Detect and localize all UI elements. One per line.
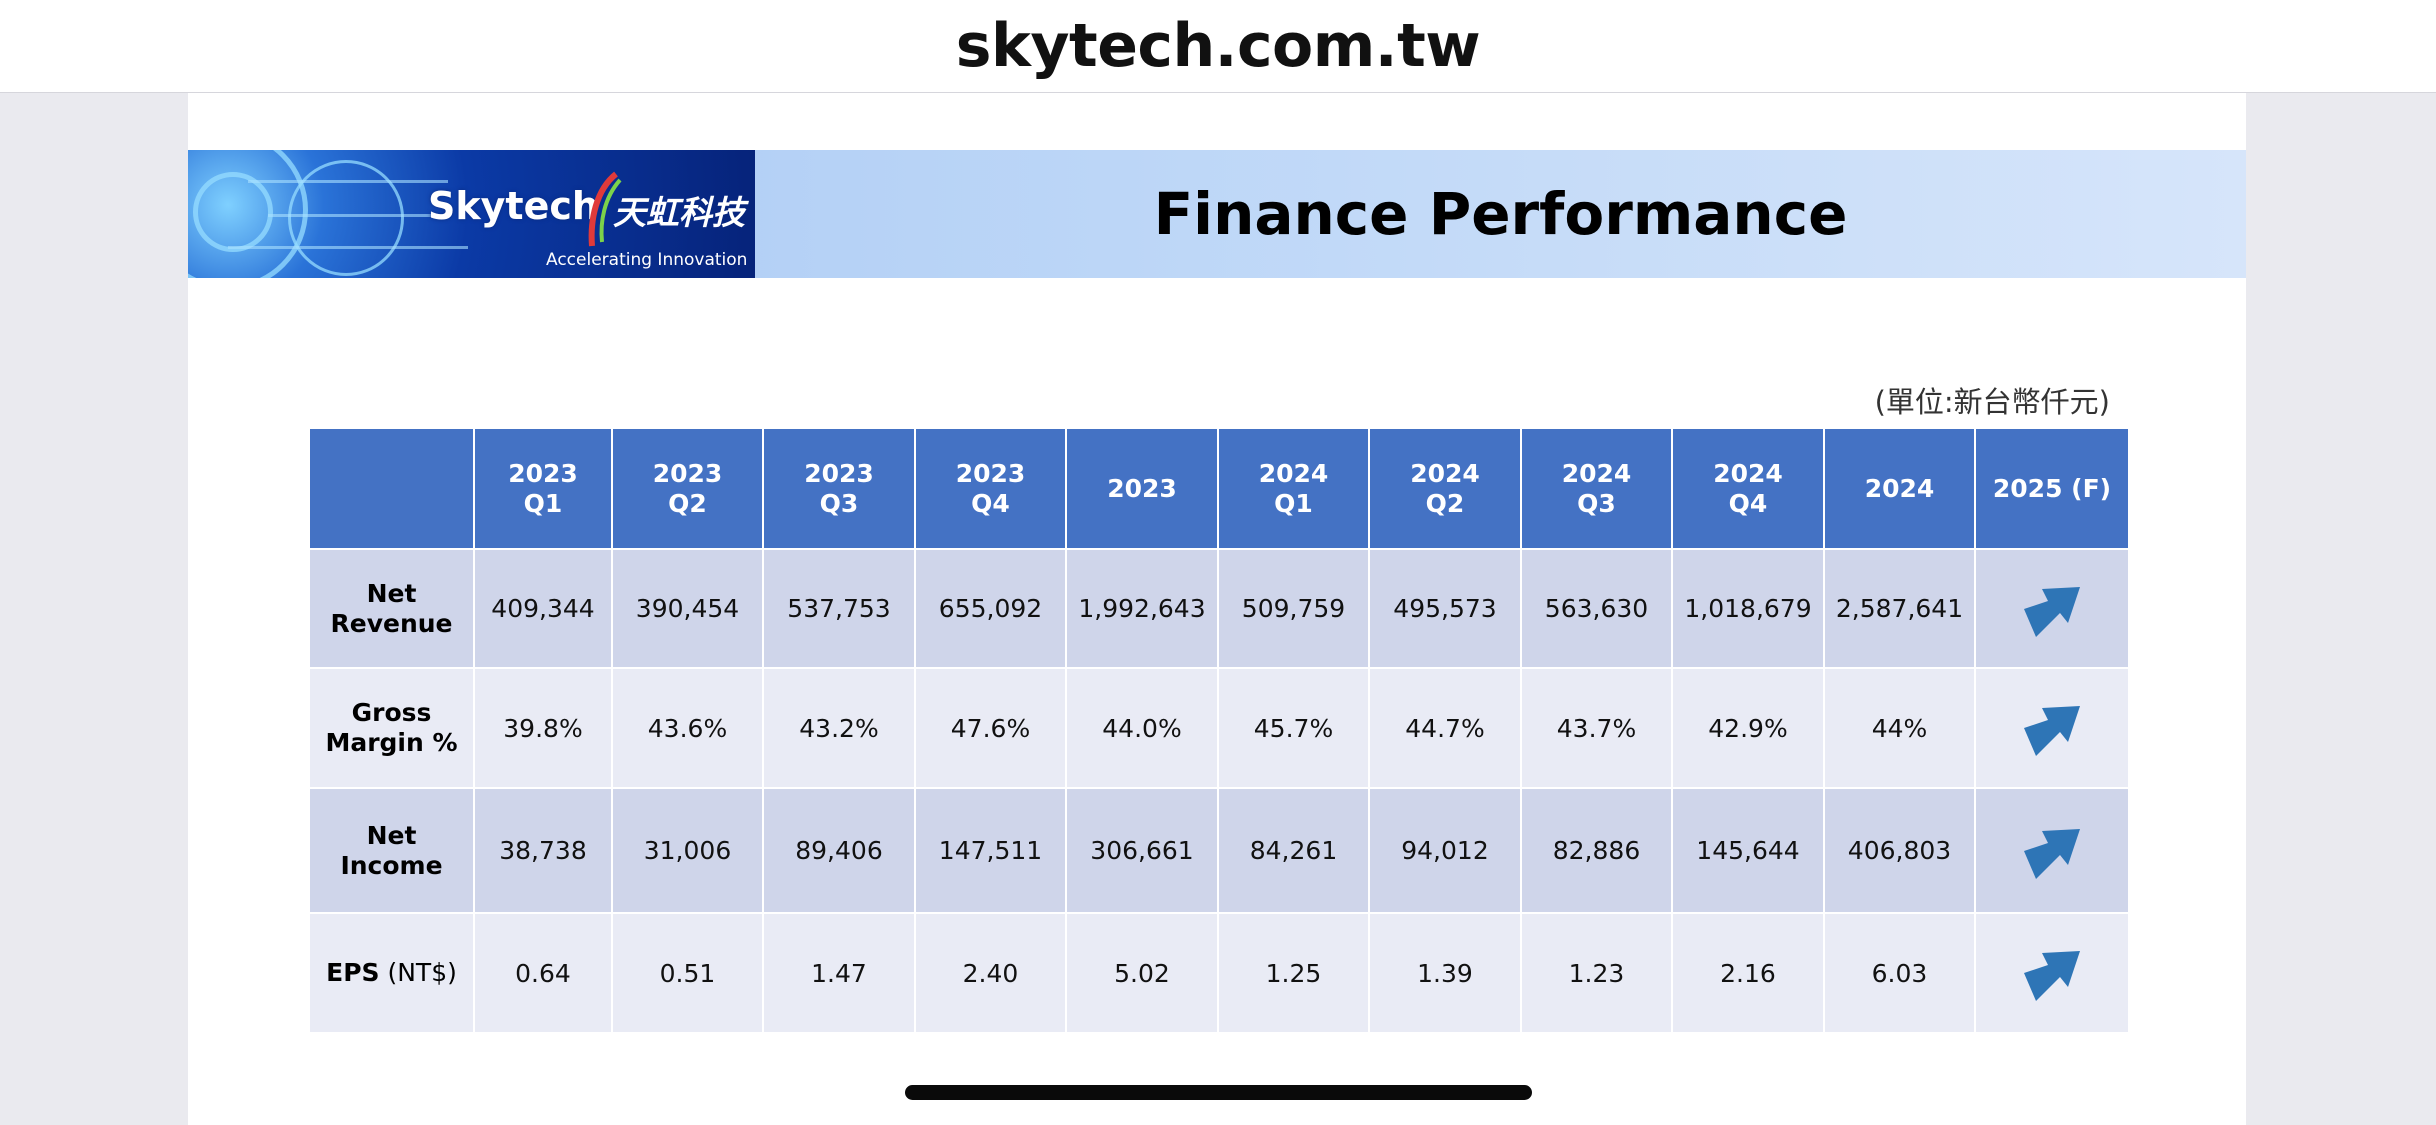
home-indicator[interactable] (905, 1085, 1532, 1100)
table-cell: 390,454 (611, 548, 764, 669)
slide-title: Finance Performance (1153, 180, 1848, 248)
table-cell: 655,092 (914, 548, 1067, 669)
table-cell: 2.16 (1671, 912, 1825, 1034)
table-cell: 89,406 (762, 787, 916, 914)
table-cell: 5.02 (1065, 912, 1219, 1034)
table-cell: 0.64 (473, 912, 613, 1034)
column-header: 2024 Q4 (1671, 427, 1825, 550)
logo-swoosh-icon (588, 171, 622, 247)
table-cell: 43.7% (1520, 667, 1673, 789)
table-header-row: 2023 Q1 2023 Q2 2023 Q3 2023 Q4 2023 2024 Q1 … (308, 427, 2130, 550)
forecast-cell (1974, 548, 2130, 669)
forecast-cell (1974, 667, 2130, 789)
table-cell: 1,018,679 (1671, 548, 1825, 669)
table-cell: 1.25 (1217, 912, 1370, 1034)
column-header: 2023 Q4 (914, 427, 1067, 550)
table-cell: 82,886 (1520, 787, 1673, 914)
table-cell: 38,738 (473, 787, 613, 914)
table-cell: 1,992,643 (1065, 548, 1219, 669)
table-row-gross-margin: Gross Margin % 39.8% 43.6% 43.2% 47.6% 44… (308, 667, 2130, 789)
arrow-up-right-icon (2024, 828, 2080, 879)
table-row-net-income: Net Income 38,738 31,006 89,406 147,511 3… (308, 787, 2130, 914)
row-label: Net Income (308, 787, 475, 914)
table-cell: 2,587,641 (1823, 548, 1976, 669)
table-cell: 563,630 (1520, 548, 1673, 669)
finance-table: 2023 Q1 2023 Q2 2023 Q3 2023 Q4 2023 2024 Q1 … (308, 427, 2130, 1034)
table-cell: 44.7% (1368, 667, 1522, 789)
url-text[interactable]: skytech.com.tw (955, 11, 1481, 81)
table-cell: 0.51 (611, 912, 764, 1034)
table-cell: 31,006 (611, 787, 764, 914)
table-cell: 145,644 (1671, 787, 1825, 914)
address-bar[interactable]: skytech.com.tw (0, 0, 2436, 93)
logo-tagline: Accelerating Innovation (546, 250, 748, 270)
forecast-cell (1974, 787, 2130, 914)
table-cell: 43.6% (611, 667, 764, 789)
slide: Skytech 天虹科技 Accelerating Innovation Fin… (188, 93, 2246, 1125)
table-cell: 44% (1823, 667, 1976, 789)
column-header: 2024 Q2 (1368, 427, 1522, 550)
column-header: 2024 Q3 (1520, 427, 1673, 550)
slide-banner: Skytech 天虹科技 Accelerating Innovation Fin… (188, 150, 2246, 278)
arrow-up-right-icon (2024, 951, 2080, 1001)
table-cell: 84,261 (1217, 787, 1370, 914)
eps-unit: (NT$) (379, 958, 457, 987)
table-cell: 409,344 (473, 548, 613, 669)
table-cell: 495,573 (1368, 548, 1522, 669)
row-label: Net Revenue (308, 548, 475, 669)
column-header: 2023 Q1 (473, 427, 613, 550)
table-cell: 6.03 (1823, 912, 1976, 1034)
column-header: 2024 (1823, 427, 1976, 550)
table-cell: 1.47 (762, 912, 916, 1034)
table-row-net-revenue: Net Revenue 409,344 390,454 537,753 655,0… (308, 548, 2130, 669)
forecast-cell (1974, 912, 2130, 1034)
table-cell: 1.23 (1520, 912, 1673, 1034)
column-header: 2023 Q3 (762, 427, 916, 550)
table-cell: 147,511 (914, 787, 1067, 914)
table-cell: 44.0% (1065, 667, 1219, 789)
unit-note: (單位:新台幣仟元) (1874, 385, 2110, 419)
table-cell: 43.2% (762, 667, 916, 789)
row-label: Gross Margin % (308, 667, 475, 789)
column-header: 2023 (1065, 427, 1219, 550)
logo-chinese-text: 天虹科技 (613, 193, 745, 232)
table-cell: 39.8% (473, 667, 613, 789)
column-header: 2024 Q1 (1217, 427, 1370, 550)
column-header: 2023 Q2 (611, 427, 764, 550)
table-cell: 42.9% (1671, 667, 1825, 789)
table-cell: 45.7% (1217, 667, 1370, 789)
arrow-up-right-icon (2024, 706, 2080, 756)
table-cell: 94,012 (1368, 787, 1522, 914)
column-header-empty (308, 427, 475, 550)
table-cell: 406,803 (1823, 787, 1976, 914)
skytech-logo: Skytech 天虹科技 Accelerating Innovation (188, 150, 755, 278)
table-cell: 306,661 (1065, 787, 1219, 914)
table-cell: 47.6% (914, 667, 1067, 789)
table-cell: 509,759 (1217, 548, 1370, 669)
column-header: 2025 (F) (1974, 427, 2130, 550)
logo-brand-text: Skytech (428, 184, 599, 228)
table-cell: 1.39 (1368, 912, 1522, 1034)
table-row-eps: EPS (NT$) 0.64 0.51 1.47 2.40 5.02 1.25 … (308, 912, 2130, 1034)
row-label: EPS (NT$) (308, 912, 475, 1034)
table-cell: 2.40 (914, 912, 1067, 1034)
arrow-up-right-icon (2024, 586, 2080, 637)
table-cell: 537,753 (762, 548, 916, 669)
